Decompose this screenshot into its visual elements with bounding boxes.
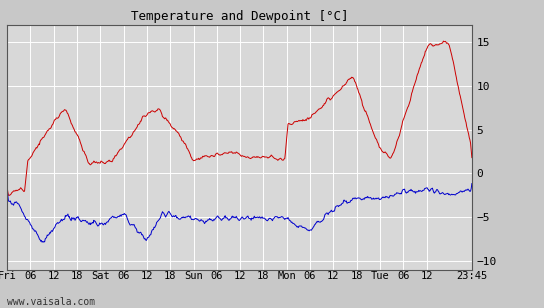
Text: www.vaisala.com: www.vaisala.com (7, 297, 95, 307)
Title: Temperature and Dewpoint [°C]: Temperature and Dewpoint [°C] (131, 10, 348, 23)
